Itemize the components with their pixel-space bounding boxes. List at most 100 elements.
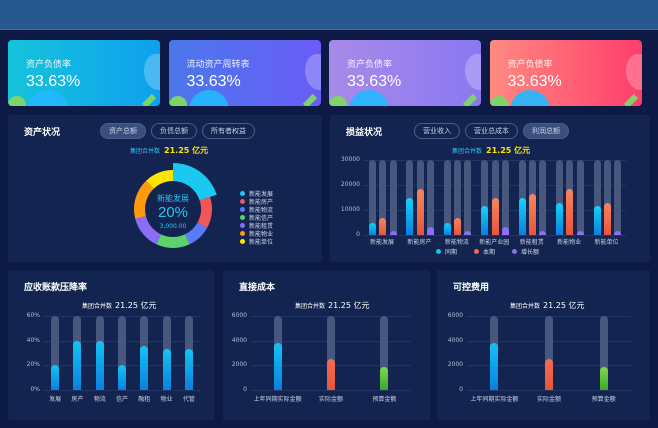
legend-item: 增长额 — [512, 247, 539, 256]
donut-slice[interactable] — [134, 180, 154, 219]
x-category-label: 发展 — [49, 396, 62, 403]
bar[interactable] — [416, 188, 424, 235]
controllable-cost-panel: 可控费用 集团合并数 21.25 亿元 0 2000 4000 6000 上年同期实际金额… — [437, 270, 650, 420]
bar[interactable] — [491, 197, 499, 235]
decor-shape — [625, 54, 642, 90]
bar-track — [491, 160, 499, 235]
legend-label: 本期 — [483, 249, 496, 256]
bar[interactable] — [95, 340, 104, 390]
bar[interactable] — [427, 226, 435, 235]
decor-shape — [489, 96, 508, 106]
bar[interactable] — [140, 345, 149, 390]
bar[interactable] — [51, 365, 60, 390]
decor-shape — [462, 93, 478, 106]
profit-title: 损益状况 — [346, 128, 383, 138]
bar[interactable] — [184, 349, 193, 390]
x-category-label: 信产 — [115, 396, 129, 403]
receivable-panel: 应收账款压降率 集团合并数 21.25 亿元 0% 20% 40% 60% 发展 房产 物流 信… — [8, 270, 214, 420]
bar[interactable] — [273, 343, 282, 390]
bar[interactable] — [603, 202, 611, 235]
bar-track — [593, 160, 601, 235]
bar[interactable] — [443, 222, 451, 235]
bar[interactable] — [389, 230, 397, 235]
bar[interactable] — [481, 206, 489, 235]
bar-track — [327, 316, 335, 390]
bar-track — [406, 160, 414, 235]
tab-2[interactable]: 所有者权益 — [202, 123, 255, 139]
bar[interactable] — [380, 366, 389, 390]
donut-slice[interactable] — [135, 215, 162, 245]
legend-dot — [240, 215, 245, 220]
tab-1[interactable]: 负债总额 — [151, 123, 197, 139]
bar[interactable] — [539, 230, 547, 235]
kpi-title: 资产负债率 — [507, 60, 553, 70]
x-category-label: 代管 — [182, 396, 195, 403]
donut-slice[interactable] — [146, 170, 173, 189]
bar-track — [427, 160, 435, 235]
y-tick-label: 6000 — [447, 312, 463, 319]
legend-dot — [512, 249, 517, 254]
donut-slice[interactable] — [197, 196, 212, 228]
gridline — [44, 390, 200, 391]
bar-track — [51, 316, 60, 390]
kpi-title: 资产负债率 — [26, 60, 72, 70]
bar[interactable] — [490, 343, 499, 390]
x-category-label: 新能租赁 — [519, 239, 544, 246]
decor-shape — [349, 90, 389, 106]
controllable-cost-title: 可控费用 — [453, 283, 490, 293]
bar[interactable] — [464, 230, 472, 235]
tab-1[interactable]: 营业总成本 — [465, 123, 518, 139]
y-tick-label: 30000 — [340, 156, 360, 163]
kpi-value: 33.63% — [26, 73, 81, 90]
bar[interactable] — [369, 222, 376, 235]
legend-label: 同期 — [445, 249, 458, 256]
kpi-value: 33.63% — [186, 73, 241, 90]
y-tick-label: 20000 — [340, 181, 360, 188]
bar[interactable] — [118, 365, 126, 390]
bar[interactable] — [599, 366, 608, 390]
decor-shape — [144, 54, 160, 90]
legend-item: 新能物业 — [240, 229, 273, 238]
y-tick-label: 2000 — [447, 361, 463, 369]
bar[interactable] — [576, 230, 584, 235]
y-tick-label: 0 — [356, 231, 360, 238]
bar-track — [566, 160, 574, 235]
bar-track — [273, 316, 282, 390]
bar[interactable] — [379, 218, 387, 235]
y-tick-label: 20% — [26, 361, 40, 369]
donut-slice[interactable] — [156, 234, 190, 248]
gridline — [251, 390, 411, 391]
tab-0[interactable]: 营业收入 — [414, 123, 460, 139]
gridline — [467, 390, 631, 391]
decor-shape — [623, 93, 638, 106]
bar-track — [556, 160, 564, 235]
direct-cost-title: 直接成本 — [239, 283, 276, 293]
kpi-card: 资产负债率 33.63% — [329, 40, 481, 106]
bar[interactable] — [593, 206, 601, 235]
direct-cost-summary: 集团合并数 21.25 亿元 — [295, 301, 370, 310]
legend-label: 新能单位 — [249, 239, 274, 246]
legend-dot — [436, 249, 441, 254]
bar[interactable] — [556, 202, 564, 235]
profit-panel: 损益状况 营业收入 营业总成本 利润总额 集团合并数 21.25 亿元 0 10000 2… — [330, 115, 650, 262]
bar[interactable] — [501, 226, 509, 235]
bar[interactable] — [454, 218, 462, 235]
tab-0[interactable]: 资产总额 — [100, 123, 146, 139]
bar[interactable] — [614, 230, 622, 235]
bar[interactable] — [518, 197, 526, 235]
x-category-label: 新能物流 — [444, 239, 469, 246]
bar[interactable] — [529, 193, 536, 235]
tab-2[interactable]: 利润总额 — [523, 123, 569, 139]
legend-label: 新能物流 — [249, 207, 274, 214]
donut-slice[interactable] — [184, 222, 208, 245]
y-tick-label: 4000 — [231, 336, 247, 344]
bar[interactable] — [327, 359, 335, 390]
bar[interactable] — [162, 349, 171, 390]
bar[interactable] — [545, 359, 553, 390]
decor-shape — [302, 93, 317, 106]
bar[interactable] — [73, 340, 82, 390]
donut-slice[interactable] — [173, 163, 217, 201]
bar[interactable] — [406, 197, 414, 235]
bar[interactable] — [566, 188, 574, 235]
donut-center-pct: 20% — [157, 204, 189, 221]
